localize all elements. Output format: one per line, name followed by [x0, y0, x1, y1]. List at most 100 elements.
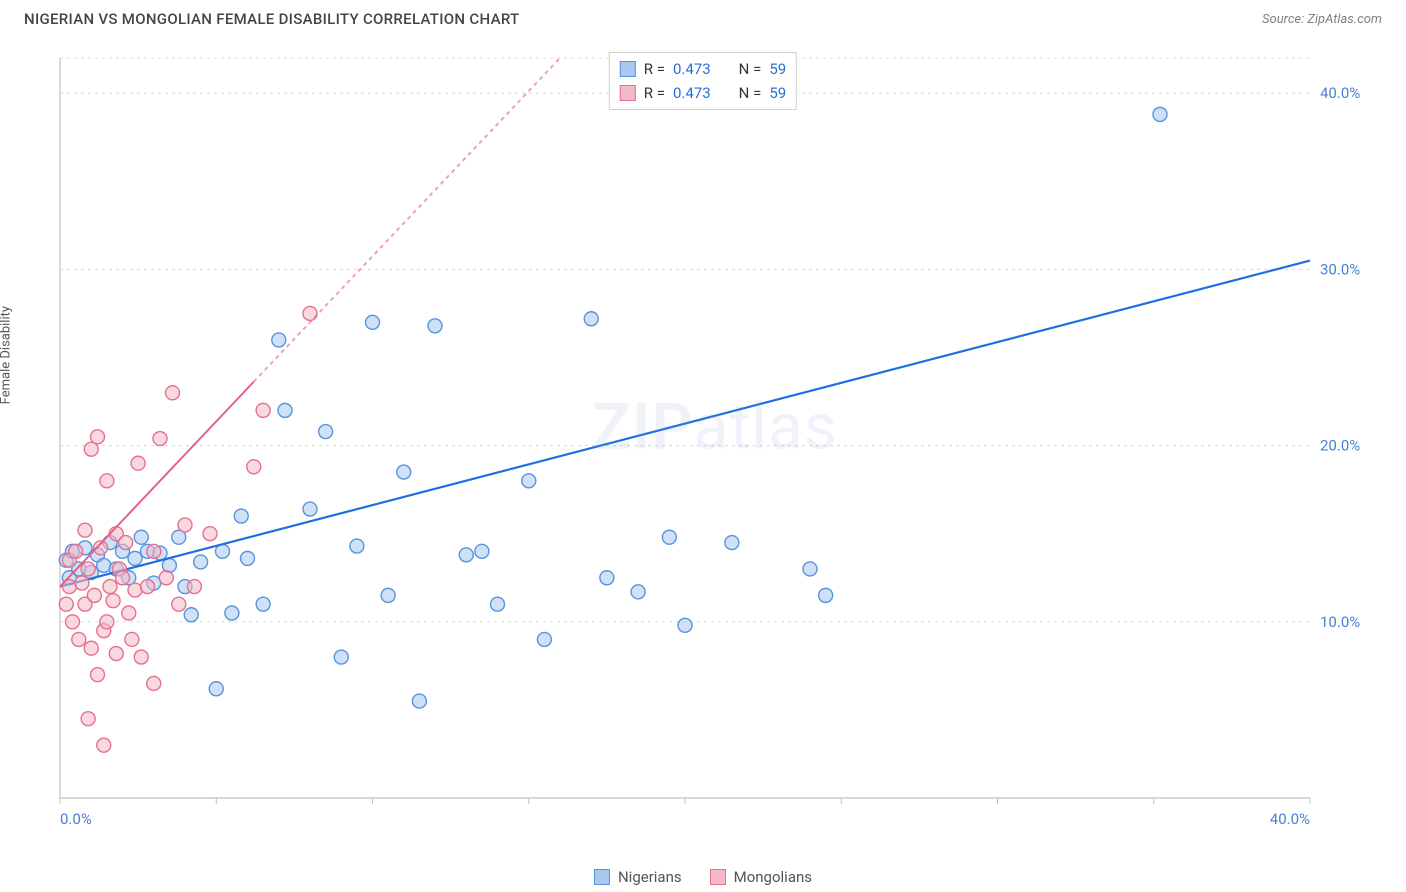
data-point — [209, 682, 223, 696]
data-point — [241, 551, 255, 565]
n-label: N = — [739, 57, 762, 81]
data-point — [1153, 107, 1167, 121]
data-point — [81, 712, 95, 726]
stat-legend-row: R = 0.473 N = 59 — [620, 57, 786, 81]
data-point — [128, 583, 142, 597]
data-point — [100, 474, 114, 488]
r-value: 0.473 — [673, 81, 711, 105]
data-point — [103, 580, 117, 594]
data-point — [584, 312, 598, 326]
data-point — [119, 536, 133, 550]
data-point — [97, 738, 111, 752]
legend-item: Mongolians — [710, 868, 812, 886]
data-point — [475, 544, 489, 558]
data-point — [203, 527, 217, 541]
scatter-plot: 10.0% 20.0% 30.0% 40.0% 0.0% 40.0% — [50, 48, 1380, 838]
y-axis-label: Female Disability — [0, 306, 14, 404]
y-tick-label: 40.0% — [1320, 84, 1360, 102]
data-point — [106, 594, 120, 608]
data-point — [72, 632, 86, 646]
data-point — [397, 465, 411, 479]
data-point — [234, 509, 248, 523]
n-value: 59 — [769, 81, 786, 105]
data-point — [131, 456, 145, 470]
data-point — [141, 580, 155, 594]
data-point — [725, 536, 739, 550]
data-point — [84, 641, 98, 655]
data-point — [247, 460, 261, 474]
data-point — [187, 580, 201, 594]
data-point — [819, 588, 833, 602]
data-point — [366, 315, 380, 329]
data-point — [256, 597, 270, 611]
data-point — [116, 571, 130, 585]
data-point — [194, 555, 208, 569]
data-point — [75, 576, 89, 590]
data-point — [319, 425, 333, 439]
legend-label: Mongolians — [734, 868, 812, 886]
data-point — [537, 632, 551, 646]
data-point — [522, 474, 536, 488]
data-point — [350, 539, 364, 553]
legend-swatch — [710, 869, 726, 885]
data-point — [134, 530, 148, 544]
x-tick-label: 0.0% — [60, 810, 92, 828]
legend-swatch — [620, 85, 636, 101]
n-value: 59 — [769, 57, 786, 81]
data-point — [147, 676, 161, 690]
r-label: R = — [644, 81, 665, 105]
data-point — [81, 562, 95, 576]
data-point — [87, 588, 101, 602]
y-tick-label: 20.0% — [1320, 437, 1360, 455]
data-point — [803, 562, 817, 576]
data-point — [256, 403, 270, 417]
data-point — [125, 632, 139, 646]
data-point — [491, 597, 505, 611]
data-point — [166, 386, 180, 400]
r-value: 0.473 — [673, 57, 711, 81]
y-tick-label: 30.0% — [1320, 260, 1360, 278]
series-legend: Nigerians Mongolians — [594, 868, 812, 886]
stat-legend-row: R = 0.473 N = 59 — [620, 81, 786, 105]
data-point — [631, 585, 645, 599]
chart-title: NIGERIAN VS MONGOLIAN FEMALE DISABILITY … — [24, 10, 520, 28]
data-point — [178, 518, 192, 532]
data-point — [109, 647, 123, 661]
data-point — [78, 523, 92, 537]
data-point — [122, 606, 136, 620]
x-tick-label: 40.0% — [1270, 810, 1310, 828]
data-point — [147, 544, 161, 558]
data-point — [100, 615, 114, 629]
data-point — [334, 650, 348, 664]
data-point — [159, 571, 173, 585]
data-point — [303, 502, 317, 516]
data-point — [69, 544, 83, 558]
data-point — [153, 432, 167, 446]
data-point — [91, 668, 105, 682]
y-tick-label: 10.0% — [1320, 613, 1360, 631]
source-label: Source: ZipAtlas.com — [1262, 12, 1382, 27]
chart-header: NIGERIAN VS MONGOLIAN FEMALE DISABILITY … — [0, 0, 1406, 34]
data-point — [91, 430, 105, 444]
legend-swatch — [620, 61, 636, 77]
data-point — [172, 597, 186, 611]
data-point — [428, 319, 442, 333]
chart-area: 10.0%20.0%30.0%40.0%0.0%40.0% ZIPatlas — [50, 48, 1380, 838]
legend-swatch — [594, 869, 610, 885]
data-point — [662, 530, 676, 544]
data-point — [381, 588, 395, 602]
data-point — [184, 608, 198, 622]
data-point — [66, 615, 80, 629]
data-point — [412, 694, 426, 708]
data-point — [278, 403, 292, 417]
data-point — [459, 548, 473, 562]
data-point — [134, 650, 148, 664]
data-point — [59, 597, 73, 611]
data-point — [225, 606, 239, 620]
legend-item: Nigerians — [594, 868, 682, 886]
data-point — [97, 558, 111, 572]
r-label: R = — [644, 57, 665, 81]
data-point — [600, 571, 614, 585]
data-point — [272, 333, 286, 347]
n-label: N = — [739, 81, 762, 105]
